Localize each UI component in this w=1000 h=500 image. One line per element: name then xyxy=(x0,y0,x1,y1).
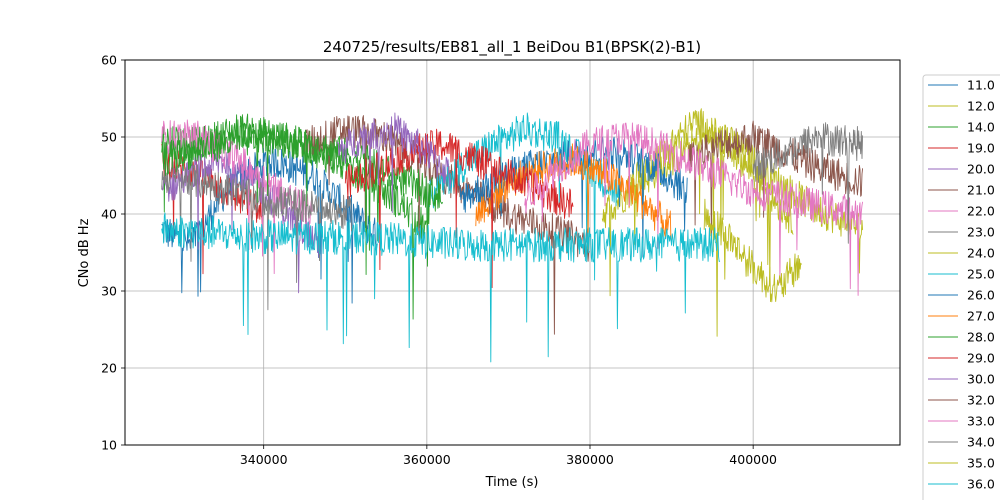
x-axis: 340000 360000 380000 400000 xyxy=(240,445,777,467)
legend-label: 20.0 xyxy=(967,162,995,177)
legend-entry: 11.0 xyxy=(928,78,995,93)
legend-entry: 35.0 xyxy=(928,456,995,471)
legend-label: 26.0 xyxy=(967,288,995,303)
series-line-21.0 xyxy=(304,115,590,335)
x-tick-label: 360000 xyxy=(403,452,451,467)
x-tick-label: 380000 xyxy=(566,452,614,467)
legend-entry: 37.0 xyxy=(967,498,995,500)
legend-label: 36.0 xyxy=(967,477,995,492)
legend-label: 22.0 xyxy=(967,204,995,219)
legend-label: 11.0 xyxy=(967,78,995,93)
legend-entry: 28.0 xyxy=(928,330,995,345)
series-line-28.0 xyxy=(161,119,443,275)
series-line-36.0 xyxy=(161,212,721,363)
legend-label: 34.0 xyxy=(967,435,995,450)
legend-entry: 24.0 xyxy=(928,246,995,261)
legend-label: 35.0 xyxy=(967,456,995,471)
legend-label: 12.0 xyxy=(967,99,995,114)
legend-entry: 27.0 xyxy=(928,309,995,324)
legend-entry: 32.0 xyxy=(928,393,995,408)
legend-label: 25.0 xyxy=(967,267,995,282)
legend-entry: 29.0 xyxy=(928,351,995,366)
legend-label: 32.0 xyxy=(967,393,995,408)
legend-box xyxy=(922,74,1000,500)
y-tick-label: 20 xyxy=(101,361,117,376)
legend-entry: 21.0 xyxy=(928,183,995,198)
series-line-30.0 xyxy=(336,112,452,213)
x-axis-label: Time (s) xyxy=(485,475,539,490)
legend-entry: 34.0 xyxy=(928,435,995,450)
y-axis-label: CNo dB Hz xyxy=(77,218,92,287)
series-line-23.0 xyxy=(161,161,354,311)
legend-entry: 12.0 xyxy=(928,99,995,114)
legend-entry: 14.0 xyxy=(928,120,995,135)
y-tick-label: 50 xyxy=(101,130,117,145)
series-line-25.0 xyxy=(426,112,623,281)
chart-title: 240725/results/EB81_all_1 BeiDou B1(BPSK… xyxy=(323,38,701,57)
series-line-12.0 xyxy=(601,122,864,297)
y-tick-label: 40 xyxy=(101,207,117,222)
legend-label: 28.0 xyxy=(967,330,995,345)
y-tick-label: 10 xyxy=(101,438,117,453)
legend-label: 21.0 xyxy=(967,183,995,198)
legend-entry: 30.0 xyxy=(928,372,995,387)
legend-entry: 22.0 xyxy=(928,204,995,219)
y-tick-label: 30 xyxy=(101,284,117,299)
legend-label: 29.0 xyxy=(967,351,995,366)
legend-entry: 20.0 xyxy=(928,162,995,177)
legend-entry: 33.0 xyxy=(928,414,995,429)
series-line-22.0 xyxy=(161,119,313,275)
y-tick-label: 60 xyxy=(101,53,117,68)
series-line-33.0 xyxy=(524,122,864,296)
plot-frame xyxy=(124,59,901,446)
legend-label: 23.0 xyxy=(967,225,995,240)
legend-label: 27.0 xyxy=(967,309,995,324)
legend-entry: 26.0 xyxy=(928,288,995,303)
legend-label: 33.0 xyxy=(967,414,995,429)
legend-entry: 25.0 xyxy=(928,267,995,282)
legend-label: 19.0 xyxy=(967,141,995,156)
x-tick-label: 340000 xyxy=(240,452,288,467)
legend-entry: 19.0 xyxy=(928,141,995,156)
legend-label: 24.0 xyxy=(967,246,995,261)
legend: 11.0 12.0 14.0 19.0 20.0 21.0 22.0 23.0 24.0 25.0… xyxy=(922,74,1000,500)
series-line-34.0 xyxy=(752,122,864,244)
series-line-35.0 xyxy=(703,198,802,337)
legend-label: 30.0 xyxy=(967,372,995,387)
legend-label: 37.0 xyxy=(967,498,995,500)
y-axis: 10 20 30 40 50 60 xyxy=(101,53,125,453)
series-layer xyxy=(161,108,864,363)
x-tick-label: 400000 xyxy=(729,452,777,467)
legend-label: 14.0 xyxy=(967,120,995,135)
legend-entry: 36.0 xyxy=(928,477,995,492)
legend-entry: 23.0 xyxy=(928,225,995,240)
